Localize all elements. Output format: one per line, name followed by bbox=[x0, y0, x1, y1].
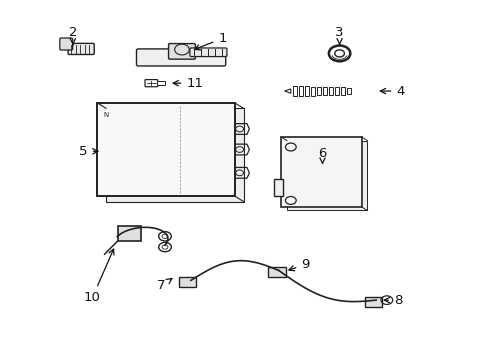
Bar bbox=[310, 87, 315, 95]
FancyBboxPatch shape bbox=[145, 80, 158, 87]
Bar bbox=[178, 277, 195, 287]
FancyBboxPatch shape bbox=[189, 48, 226, 57]
Bar bbox=[305, 86, 309, 96]
Bar bbox=[118, 226, 141, 241]
Bar bbox=[281, 137, 361, 207]
Text: 11: 11 bbox=[173, 77, 203, 90]
Text: 7: 7 bbox=[157, 279, 171, 292]
Text: 8: 8 bbox=[384, 294, 402, 307]
Bar bbox=[334, 87, 339, 95]
FancyBboxPatch shape bbox=[68, 43, 94, 54]
Text: 3: 3 bbox=[335, 27, 343, 45]
Bar bbox=[299, 86, 303, 96]
Bar bbox=[340, 87, 345, 95]
Text: 5: 5 bbox=[79, 145, 98, 158]
Bar bbox=[328, 87, 332, 95]
Bar bbox=[97, 103, 234, 196]
Text: 6: 6 bbox=[318, 147, 326, 163]
Bar bbox=[365, 297, 382, 307]
FancyBboxPatch shape bbox=[168, 44, 195, 59]
Bar bbox=[267, 267, 286, 277]
Bar bbox=[316, 87, 321, 95]
Bar bbox=[286, 140, 366, 211]
Text: 10: 10 bbox=[84, 249, 114, 304]
FancyBboxPatch shape bbox=[60, 38, 73, 50]
Bar bbox=[106, 108, 243, 202]
Text: 9: 9 bbox=[288, 258, 309, 271]
Bar bbox=[346, 87, 350, 94]
Bar bbox=[323, 87, 326, 95]
Bar bbox=[273, 179, 282, 197]
Text: N: N bbox=[103, 112, 108, 118]
Bar bbox=[157, 81, 165, 85]
Text: 1: 1 bbox=[194, 32, 226, 50]
Text: 2: 2 bbox=[68, 27, 77, 45]
Bar bbox=[293, 86, 297, 96]
Polygon shape bbox=[284, 89, 290, 93]
FancyBboxPatch shape bbox=[136, 49, 225, 66]
Text: 4: 4 bbox=[380, 85, 404, 98]
